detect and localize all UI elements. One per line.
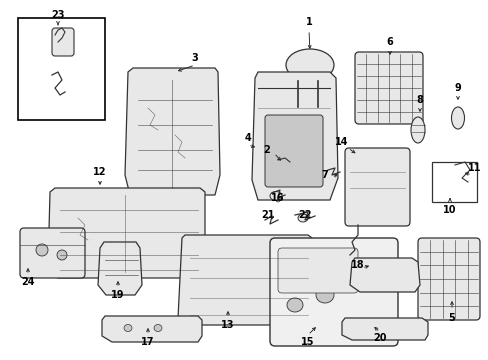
Ellipse shape xyxy=(293,259,315,277)
Text: 15: 15 xyxy=(301,337,314,347)
FancyBboxPatch shape xyxy=(345,148,409,226)
Ellipse shape xyxy=(276,157,286,167)
Ellipse shape xyxy=(286,298,303,312)
Ellipse shape xyxy=(450,107,464,129)
Bar xyxy=(431,162,476,202)
Text: 19: 19 xyxy=(111,290,124,300)
FancyBboxPatch shape xyxy=(264,115,323,187)
Ellipse shape xyxy=(333,253,355,271)
Polygon shape xyxy=(98,242,142,295)
Ellipse shape xyxy=(154,324,162,332)
Ellipse shape xyxy=(57,250,67,260)
FancyBboxPatch shape xyxy=(269,238,397,346)
FancyBboxPatch shape xyxy=(52,28,74,56)
Text: 23: 23 xyxy=(51,10,64,20)
FancyBboxPatch shape xyxy=(278,248,357,293)
Text: 4: 4 xyxy=(244,133,251,143)
Ellipse shape xyxy=(285,49,333,81)
Text: 17: 17 xyxy=(141,337,154,347)
Ellipse shape xyxy=(269,192,282,201)
Text: 9: 9 xyxy=(454,83,461,93)
Text: 10: 10 xyxy=(442,205,456,215)
Polygon shape xyxy=(102,316,202,342)
Text: 11: 11 xyxy=(468,163,481,173)
Text: 12: 12 xyxy=(93,167,106,177)
Bar xyxy=(18,18,105,120)
Text: 18: 18 xyxy=(350,260,364,270)
Text: 20: 20 xyxy=(372,333,386,343)
FancyBboxPatch shape xyxy=(417,238,479,320)
Ellipse shape xyxy=(315,287,333,303)
Text: 24: 24 xyxy=(21,277,35,287)
Text: 22: 22 xyxy=(298,210,311,220)
Ellipse shape xyxy=(297,214,307,222)
Polygon shape xyxy=(48,188,204,278)
Text: 1: 1 xyxy=(305,17,312,27)
Polygon shape xyxy=(125,68,220,195)
Polygon shape xyxy=(251,72,337,200)
Text: 8: 8 xyxy=(416,95,423,105)
Text: 5: 5 xyxy=(447,313,454,323)
Ellipse shape xyxy=(410,117,424,143)
Text: 3: 3 xyxy=(191,53,198,63)
Text: 6: 6 xyxy=(386,37,392,47)
Text: 21: 21 xyxy=(261,210,274,220)
Text: 2: 2 xyxy=(263,145,270,155)
Polygon shape xyxy=(349,258,419,292)
Text: 13: 13 xyxy=(221,320,234,330)
Ellipse shape xyxy=(257,144,266,152)
Ellipse shape xyxy=(124,324,132,332)
FancyBboxPatch shape xyxy=(20,228,85,278)
Text: 7: 7 xyxy=(321,170,328,180)
FancyBboxPatch shape xyxy=(354,52,422,124)
Text: 14: 14 xyxy=(335,137,348,147)
Polygon shape xyxy=(341,318,427,340)
Polygon shape xyxy=(178,235,314,325)
Ellipse shape xyxy=(36,244,48,256)
Text: 16: 16 xyxy=(271,193,284,203)
